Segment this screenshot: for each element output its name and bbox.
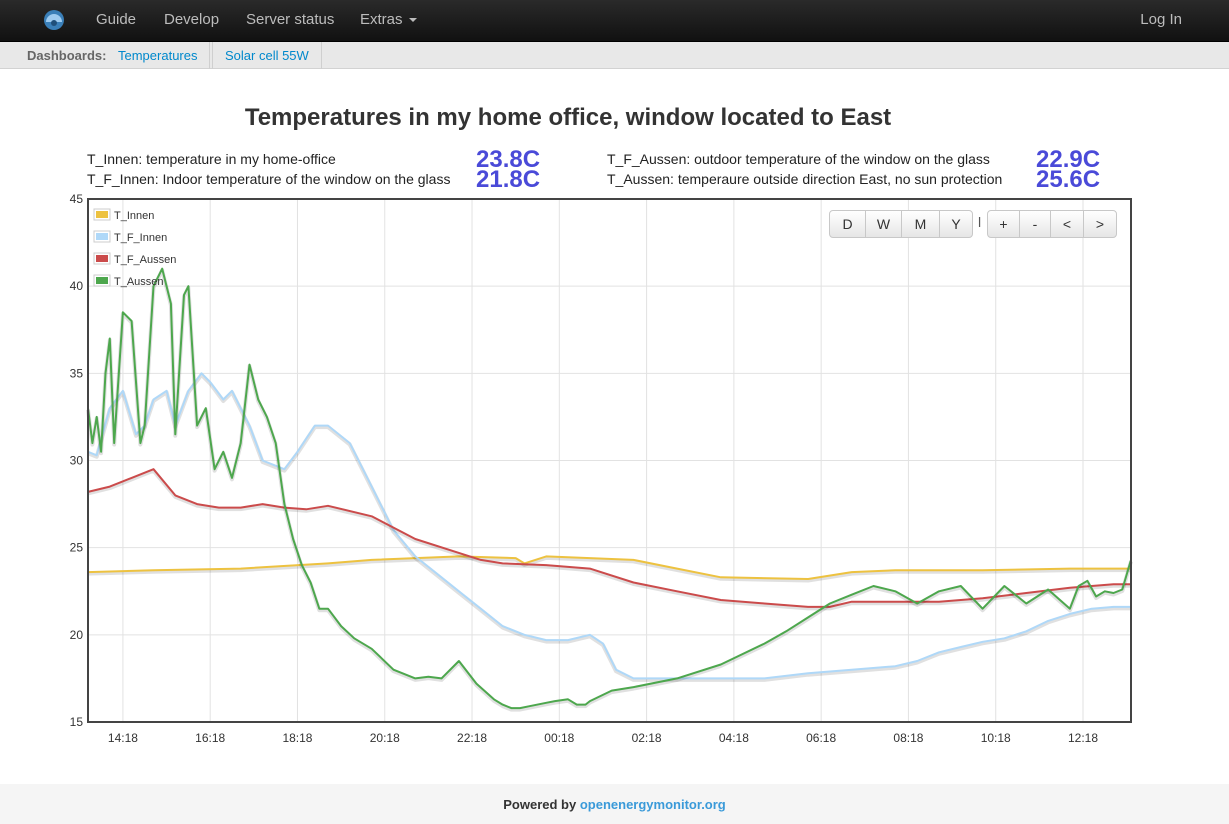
series-shadow	[87, 468, 1131, 611]
x-tick-label: 14:18	[108, 731, 138, 745]
y-tick-label: 15	[70, 715, 84, 729]
feed-value-t-f-aussen: 22.9C	[1036, 146, 1101, 173]
dashboard-tab-temperatures[interactable]: Temperatures	[106, 42, 211, 69]
x-tick-label: 06:18	[806, 731, 836, 745]
emoncms-logo-icon[interactable]	[43, 9, 65, 31]
legend-label: T_F_Aussen	[114, 254, 176, 266]
x-tick-label: 00:18	[544, 731, 574, 745]
login-link[interactable]: Log In	[1140, 11, 1182, 28]
nav-develop[interactable]: Develop	[164, 11, 220, 28]
zoom-out-button[interactable]: -	[1019, 210, 1051, 238]
series-line-t-f-innen	[87, 372, 1131, 680]
y-tick-label: 25	[70, 541, 84, 555]
page-title: Temperatures in my home office, window l…	[244, 104, 892, 131]
feed-desc-t-innen: T_Innen: temperature in my home-office	[87, 151, 336, 167]
y-tick-label: 35	[70, 366, 84, 380]
legend-swatch	[96, 211, 108, 218]
range-day-button[interactable]: D	[829, 210, 866, 238]
temperature-chart[interactable]: 14:18 16:18 18:18 20:18 22:18 00:18 02:18 04:18…	[0, 190, 1229, 750]
dashboards-label: Dashboards:	[27, 48, 107, 63]
feed-value-t-aussen: 25.6C	[1036, 166, 1101, 193]
x-tick-label: 16:18	[195, 731, 225, 745]
x-tick-label: 10:18	[981, 731, 1011, 745]
feed-value-t-f-innen: 21.8C	[476, 166, 541, 193]
legend-label: T_F_Innen	[114, 232, 167, 244]
legend-label: T_Innen	[114, 210, 154, 222]
series-shadow	[87, 555, 1131, 583]
feed-desc-t-f-aussen: T_F_Aussen: outdoor temperature of the w…	[607, 151, 990, 167]
pan-left-button[interactable]: <	[1050, 210, 1084, 238]
button-separator: l	[978, 214, 982, 230]
x-tick-label: 04:18	[719, 731, 749, 745]
nav-guide[interactable]: Guide	[96, 11, 137, 28]
legend-swatch	[96, 277, 108, 284]
nav-extras-dropdown[interactable]: Extras	[360, 11, 417, 28]
series-line-t-f-aussen	[87, 468, 1131, 608]
zoom-in-button[interactable]: +	[987, 210, 1020, 238]
legend-swatch	[96, 233, 108, 240]
range-year-button[interactable]: Y	[939, 210, 973, 238]
x-tick-label: 12:18	[1068, 731, 1098, 745]
top-navbar: Guide Develop Server status Extras Log I…	[0, 0, 1229, 42]
x-tick-label: 20:18	[370, 731, 400, 745]
legend-label: T_Aussen	[114, 276, 164, 288]
footer-link[interactable]: openenergymonitor.org	[579, 797, 726, 812]
y-tick-label: 20	[70, 628, 84, 642]
x-tick-label: 02:18	[632, 731, 662, 745]
plot-border	[87, 198, 1132, 723]
footer-prefix: Powered by	[503, 797, 577, 812]
dashboard-tab-solar-cell[interactable]: Solar cell 55W	[212, 42, 322, 69]
y-tick-label: 30	[70, 454, 84, 468]
range-month-button[interactable]: M	[901, 210, 940, 238]
pan-right-button[interactable]: >	[1083, 210, 1117, 238]
x-tick-label: 18:18	[282, 731, 312, 745]
dashboards-bar: Dashboards: Temperatures Solar cell 55W	[0, 42, 1229, 69]
nav-extras-label: Extras	[360, 11, 403, 28]
feed-desc-t-aussen: T_Aussen: temperaure outside direction E…	[607, 171, 1003, 187]
chevron-down-icon	[408, 18, 417, 23]
range-week-button[interactable]: W	[865, 210, 902, 238]
x-tick-label: 22:18	[457, 731, 487, 745]
feed-value-t-innen: 23.8C	[476, 146, 541, 173]
feed-desc-t-f-innen: T_F_Innen: Indoor temperature of the win…	[87, 171, 451, 187]
y-tick-label: 40	[70, 279, 84, 293]
nav-server-status[interactable]: Server status	[246, 11, 335, 28]
x-tick-label: 08:18	[893, 731, 923, 745]
footer: Powered by openenergymonitor.org	[0, 784, 1229, 824]
series-line-t-aussen	[87, 267, 1132, 710]
y-tick-label: 45	[70, 192, 84, 206]
legend-swatch	[96, 255, 108, 262]
series-line-t-innen	[87, 555, 1131, 580]
